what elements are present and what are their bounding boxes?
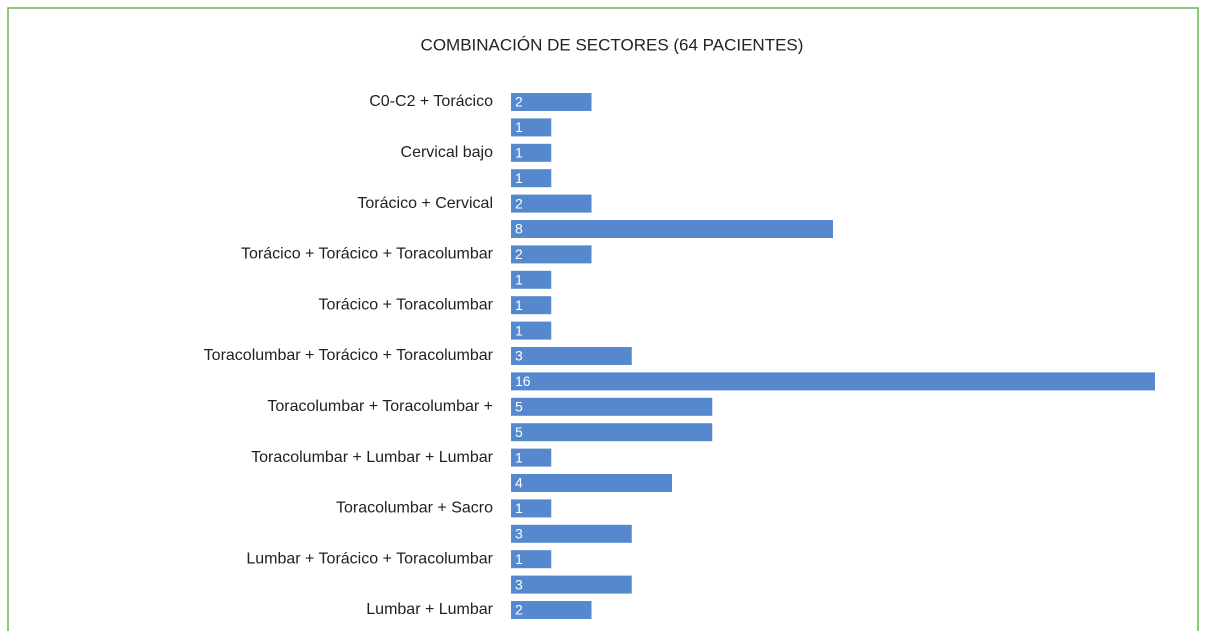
bar (511, 118, 552, 137)
bar (511, 372, 1155, 391)
bar (511, 397, 713, 416)
bar (511, 575, 632, 594)
value-label: 5 (515, 424, 523, 440)
value-label: 4 (515, 475, 523, 491)
value-label: 1 (515, 449, 523, 465)
y-tick-label: Torácico + Toracolumbar (319, 296, 494, 313)
y-tick-label: Toracolumbar + Toracolumbar + (267, 398, 493, 415)
y-tick-label: Toracolumbar + Torácico + Toracolumbar (204, 347, 494, 364)
value-label: 2 (515, 602, 523, 618)
bar (511, 220, 833, 238)
bar (511, 550, 552, 569)
value-label: 2 (515, 195, 523, 211)
value-label: 2 (515, 246, 523, 262)
value-label: 3 (515, 526, 523, 542)
bar (511, 524, 632, 543)
y-tick-label: Toracolumbar + Lumbar + Lumbar (251, 449, 494, 466)
value-label: 1 (515, 551, 523, 567)
value-label: 3 (515, 576, 523, 592)
bar (511, 194, 592, 213)
chart-title: COMBINACIÓN DE SECTORES (64 PACIENTES) (421, 35, 804, 54)
value-label: 1 (515, 500, 523, 516)
value-label: 2 (515, 94, 523, 110)
value-label: 5 (515, 399, 523, 415)
bar (511, 296, 552, 315)
y-tick-label: Lumbar + Lumbar (366, 601, 493, 618)
bar (511, 143, 552, 162)
y-tick-label: Toracolumbar + Sacro (336, 500, 493, 517)
value-label: 3 (515, 348, 523, 364)
bar (511, 474, 672, 492)
value-label: 1 (515, 170, 523, 186)
bar (511, 270, 552, 289)
value-label: 8 (515, 221, 523, 237)
bar (511, 601, 592, 619)
frame (7, 7, 1199, 631)
bar (511, 169, 552, 188)
value-label: 1 (515, 145, 523, 161)
value-label: 1 (515, 272, 523, 288)
y-tick-label: Torácico + Torácico + Toracolumbar (241, 246, 494, 263)
y-tick-label: Lumbar + Torácico + Toracolumbar (246, 550, 493, 567)
value-label: 1 (515, 322, 523, 338)
bar (511, 448, 552, 467)
value-label: 16 (515, 373, 531, 389)
bar (511, 93, 592, 111)
value-label: 1 (515, 119, 523, 135)
bar (511, 499, 552, 518)
value-label: 1 (515, 297, 523, 313)
bar (511, 347, 632, 365)
bar (511, 321, 552, 340)
y-tick-label: Cervical bajo (401, 144, 494, 161)
bar (511, 245, 592, 264)
y-tick-label: Torácico + Cervical (357, 195, 493, 212)
bar (511, 423, 713, 442)
y-tick-label: C0-C2 + Torácico (369, 93, 493, 110)
